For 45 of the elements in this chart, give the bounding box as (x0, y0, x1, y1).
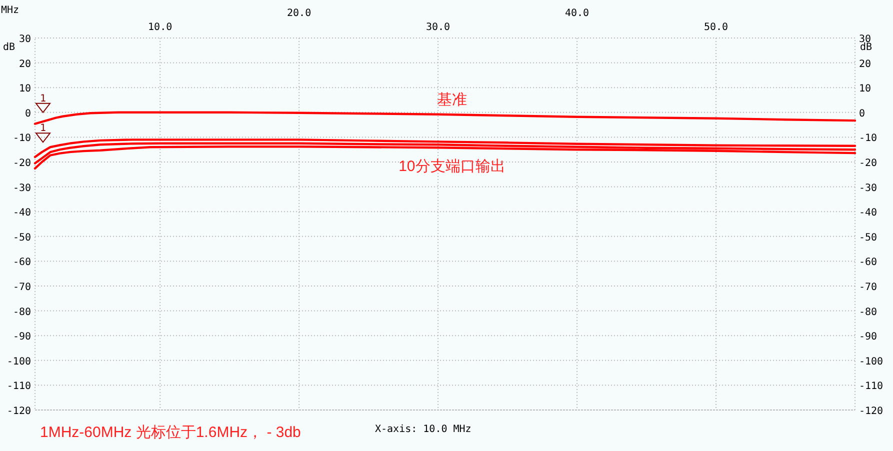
annotation: 1 (40, 93, 46, 104)
x-tick-label: 30.0 (426, 22, 450, 33)
y-tick-label: -120 (6, 406, 31, 417)
x2-tick-label: 40.0 (564, 8, 590, 19)
y-tick-label: -20 (12, 158, 31, 169)
y-tick-label: -50 (12, 232, 31, 244)
annotation: 1 (40, 123, 46, 134)
y-tick-label: 0 (24, 108, 31, 120)
y2-tick-label: -100 (859, 356, 884, 368)
annotation: 10分支端口输出 (398, 158, 506, 176)
y2-axis-title: dB (860, 42, 872, 53)
y2-tick-label: 0 (859, 108, 866, 120)
text: X-axis: 10.0 MHz (375, 424, 472, 435)
y2-tick-label: -90 (859, 332, 878, 343)
y2-tick-label: -50 (859, 232, 878, 244)
y-tick-label: -110 (6, 381, 31, 392)
y-axis-title: dB (3, 42, 16, 53)
y2-tick-label: -60 (859, 257, 878, 268)
x-axis-title: MHz (1, 5, 20, 16)
y-tick-label: 10 (18, 84, 31, 95)
x2-tick-label: 20.0 (287, 8, 312, 19)
y-tick-label: 20 (18, 58, 31, 70)
y2-tick-label: -80 (859, 306, 878, 318)
y-tick-label: -30 (12, 182, 31, 194)
y-tick-label: -100 (6, 356, 31, 368)
y-tick-label: -40 (12, 208, 31, 219)
y2-tick-label: -70 (859, 282, 878, 293)
y2-tick-label: -120 (859, 406, 884, 417)
y2-tick-label: -110 (859, 381, 884, 392)
x-tick-label: 50.0 (704, 22, 728, 33)
y2-tick-label: -20 (859, 158, 878, 169)
y2-tick-label: 10 (859, 84, 872, 95)
y2-tick-label: 20 (859, 58, 872, 70)
y-tick-label: -90 (12, 332, 31, 343)
y2-tick-label: -40 (859, 208, 878, 219)
text: 1MHz-60MHz 光标位于1.6MHz， - 3db (40, 424, 301, 441)
y2-tick-label: -30 (859, 182, 878, 194)
y-tick-label: -80 (12, 306, 31, 318)
y-tick-label: -10 (12, 133, 31, 144)
y-tick-label: 30 (18, 34, 31, 45)
annotation: 基准 (436, 91, 467, 108)
y-tick-label: -60 (12, 257, 31, 268)
y2-tick-label: -10 (859, 133, 878, 144)
x-tick-label: 10.0 (148, 22, 172, 33)
y-tick-label: -70 (12, 282, 31, 293)
